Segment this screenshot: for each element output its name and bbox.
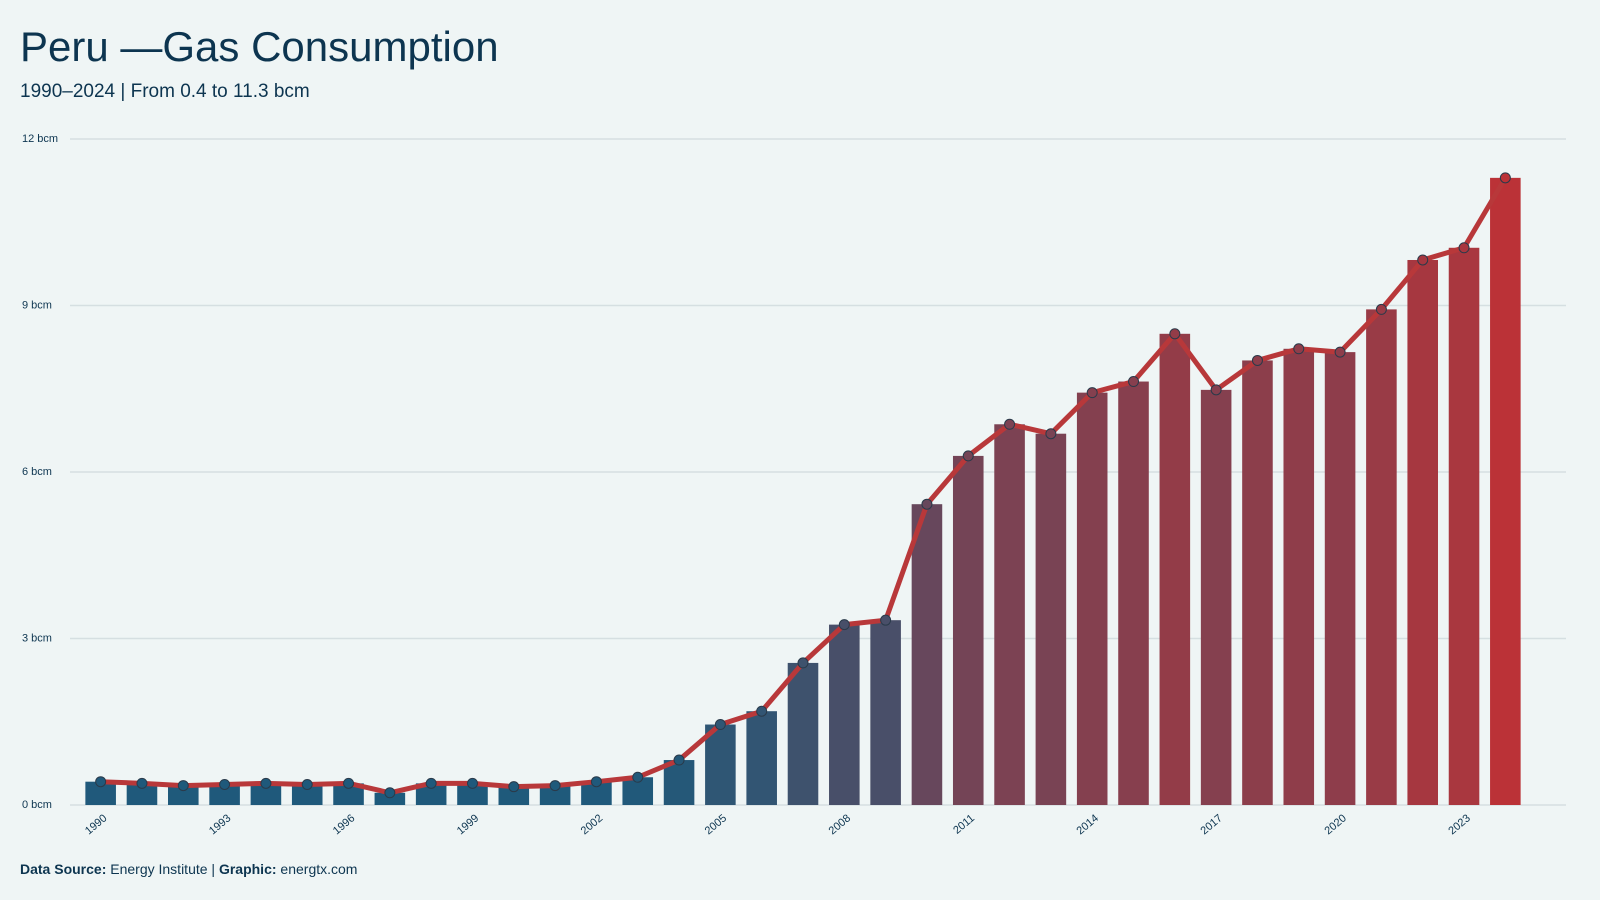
bar xyxy=(498,786,530,805)
point xyxy=(260,777,272,789)
chart-title: Peru —Gas Consumption xyxy=(20,23,499,70)
point xyxy=(425,777,437,789)
point xyxy=(590,776,602,788)
y-tick-label: 9 bcm xyxy=(22,299,52,311)
y-tick-label: 12 bcm xyxy=(22,133,58,145)
bar xyxy=(374,792,406,805)
bar xyxy=(1118,381,1149,805)
bar xyxy=(705,724,736,805)
point xyxy=(177,780,189,792)
point xyxy=(880,614,892,626)
bar xyxy=(581,781,612,805)
bar xyxy=(291,784,323,805)
point xyxy=(301,778,313,790)
bar xyxy=(746,711,777,805)
y-tick-label: 0 bcm xyxy=(22,799,52,811)
point xyxy=(1417,254,1429,266)
bar xyxy=(1283,348,1315,805)
point xyxy=(673,754,685,766)
point xyxy=(714,719,726,731)
bar xyxy=(1242,360,1273,805)
point xyxy=(1458,242,1470,254)
bar xyxy=(333,783,364,805)
bar xyxy=(994,424,1025,805)
bar xyxy=(167,785,199,805)
bar xyxy=(1407,259,1439,805)
point xyxy=(1045,428,1057,440)
bar xyxy=(911,504,943,805)
graphic: energtx.com xyxy=(280,861,357,877)
point xyxy=(962,450,974,462)
point xyxy=(95,776,107,788)
point xyxy=(1128,376,1140,388)
point xyxy=(508,781,520,793)
bar xyxy=(870,620,901,805)
source: Energy Institute | xyxy=(110,861,215,877)
footer: Data Source: Energy Institute | Graphic:… xyxy=(20,861,357,877)
bar xyxy=(539,785,571,805)
point xyxy=(632,771,644,783)
source-label: Data Source: xyxy=(20,861,106,877)
bar xyxy=(829,624,860,805)
bar xyxy=(1076,392,1108,805)
point xyxy=(136,777,148,789)
point xyxy=(219,778,231,790)
bar xyxy=(126,783,158,805)
point xyxy=(1004,418,1016,430)
point xyxy=(384,787,396,799)
point xyxy=(838,619,850,631)
chart-subtitle: 1990–2024 | From 0.4 to 11.3 bcm xyxy=(20,81,310,102)
bar xyxy=(1366,309,1397,805)
bar xyxy=(209,784,240,805)
bar xyxy=(1200,389,1232,805)
bar xyxy=(250,783,282,805)
bar xyxy=(1324,352,1356,805)
point xyxy=(797,657,809,669)
bar xyxy=(1159,333,1191,805)
bar xyxy=(663,760,695,805)
point xyxy=(1334,346,1346,358)
bar xyxy=(1448,247,1480,805)
point xyxy=(343,777,355,789)
point xyxy=(1086,387,1098,399)
bar xyxy=(787,662,819,805)
graphic-label: Graphic: xyxy=(219,861,277,877)
point xyxy=(466,777,478,789)
y-tick-label: 3 bcm xyxy=(22,632,52,644)
bar xyxy=(1035,433,1067,805)
point xyxy=(756,705,768,717)
bar xyxy=(415,783,447,805)
bar xyxy=(85,781,116,805)
bar xyxy=(952,455,984,805)
point xyxy=(1210,384,1222,396)
bar xyxy=(457,783,488,805)
point xyxy=(549,780,561,792)
point xyxy=(1375,303,1387,315)
y-tick-label: 6 bcm xyxy=(22,466,52,478)
point xyxy=(1293,343,1305,355)
point xyxy=(1499,172,1511,184)
point xyxy=(1169,328,1181,340)
point xyxy=(921,498,933,510)
bar xyxy=(1490,177,1521,806)
point xyxy=(1251,354,1263,366)
